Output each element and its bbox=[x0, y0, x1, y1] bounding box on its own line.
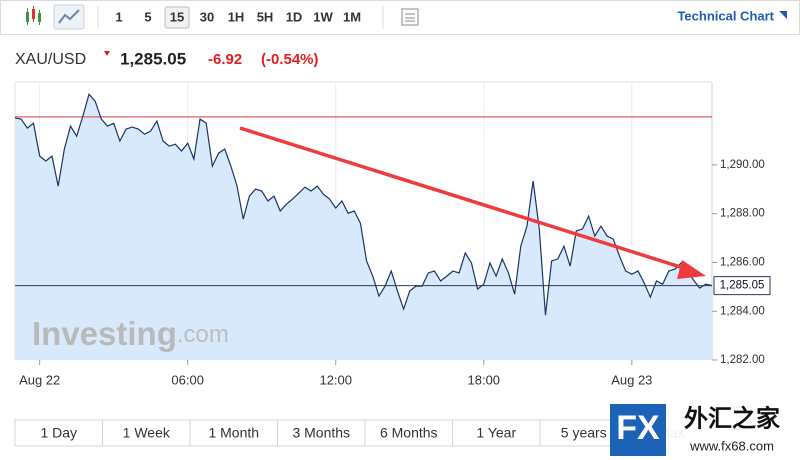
watermark-suffix: .com bbox=[177, 321, 229, 348]
logo-mark: FX bbox=[616, 409, 660, 447]
trend-arrow bbox=[239, 126, 691, 272]
range-button[interactable] bbox=[102, 419, 191, 447]
logo-box bbox=[610, 404, 666, 456]
toolbar bbox=[0, 0, 800, 35]
logo-url: www.fx68.com bbox=[689, 438, 774, 453]
trend-arrow-head bbox=[677, 260, 706, 279]
down-indicator bbox=[104, 51, 110, 56]
interval-button[interactable]: 30 bbox=[200, 9, 214, 24]
x-tick-label: Aug 23 bbox=[611, 372, 652, 387]
y-tick-label: 1,284.00 bbox=[720, 305, 765, 317]
candle-icon[interactable] bbox=[26, 6, 41, 25]
range-label[interactable]: 5 years bbox=[561, 425, 607, 441]
area bbox=[15, 94, 712, 360]
interval-button[interactable]: 15 bbox=[170, 9, 184, 24]
range-label[interactable]: 1 Month bbox=[208, 425, 259, 441]
last-price-box bbox=[713, 276, 771, 296]
range-label[interactable]: 6 Months bbox=[380, 425, 438, 441]
interval-button[interactable]: 1H bbox=[228, 9, 245, 24]
x-tick-label: 06:00 bbox=[171, 372, 204, 387]
y-tick-label: 1,282.00 bbox=[720, 354, 765, 366]
range-button[interactable] bbox=[452, 419, 541, 447]
watermark: Investing.com bbox=[32, 315, 229, 352]
y-tick-label: 1,288.00 bbox=[720, 208, 765, 220]
interval-button[interactable]: 1 bbox=[115, 9, 122, 24]
range-label[interactable]: 1 Week bbox=[123, 425, 171, 441]
x-tick-label: 12:00 bbox=[319, 372, 352, 387]
change: -6.92 bbox=[208, 51, 242, 68]
link-arrow bbox=[779, 11, 787, 19]
x-tick-label: Aug 22 bbox=[19, 372, 60, 387]
price: 1,285.05 bbox=[120, 49, 186, 68]
interval-button[interactable]: 1M bbox=[343, 9, 361, 24]
line-icon-glyph bbox=[58, 9, 80, 24]
range-button[interactable] bbox=[14, 419, 103, 447]
x-tick-label: 18:00 bbox=[468, 372, 501, 387]
symbol: XAU/USD bbox=[15, 51, 86, 68]
range-label[interactable]: 1 Year bbox=[476, 425, 516, 441]
range-label[interactable]: 1 Day bbox=[40, 425, 77, 441]
logo-name: 外汇之家 bbox=[684, 404, 780, 432]
plot: Aug 22 06:00 12:00 18:00 Aug 23 1,282.00 1,284… bbox=[14, 81, 771, 387]
table-icon[interactable] bbox=[401, 8, 419, 26]
watermark-brand: Investing bbox=[32, 315, 177, 352]
technical-chart-link[interactable]: Technical Chart bbox=[677, 8, 774, 23]
interval-button[interactable]: 1D bbox=[286, 9, 303, 24]
interval-button[interactable]: 5H bbox=[257, 9, 274, 24]
range-label[interactable]: 3 Months bbox=[292, 425, 350, 441]
last-price-label: 1,285.05 bbox=[720, 280, 765, 292]
interval-button[interactable]: 1W bbox=[313, 9, 333, 24]
change-percent: (-0.54%) bbox=[261, 51, 319, 68]
price-line bbox=[14, 92, 713, 316]
active-interval bbox=[164, 6, 190, 29]
logo-backdrop bbox=[666, 404, 800, 460]
y-tick-label: 1,286.00 bbox=[720, 256, 765, 268]
range-button[interactable] bbox=[364, 419, 453, 447]
y-tick-label: 1,290.00 bbox=[720, 159, 765, 171]
interval-button[interactable]: 5 bbox=[144, 9, 151, 24]
